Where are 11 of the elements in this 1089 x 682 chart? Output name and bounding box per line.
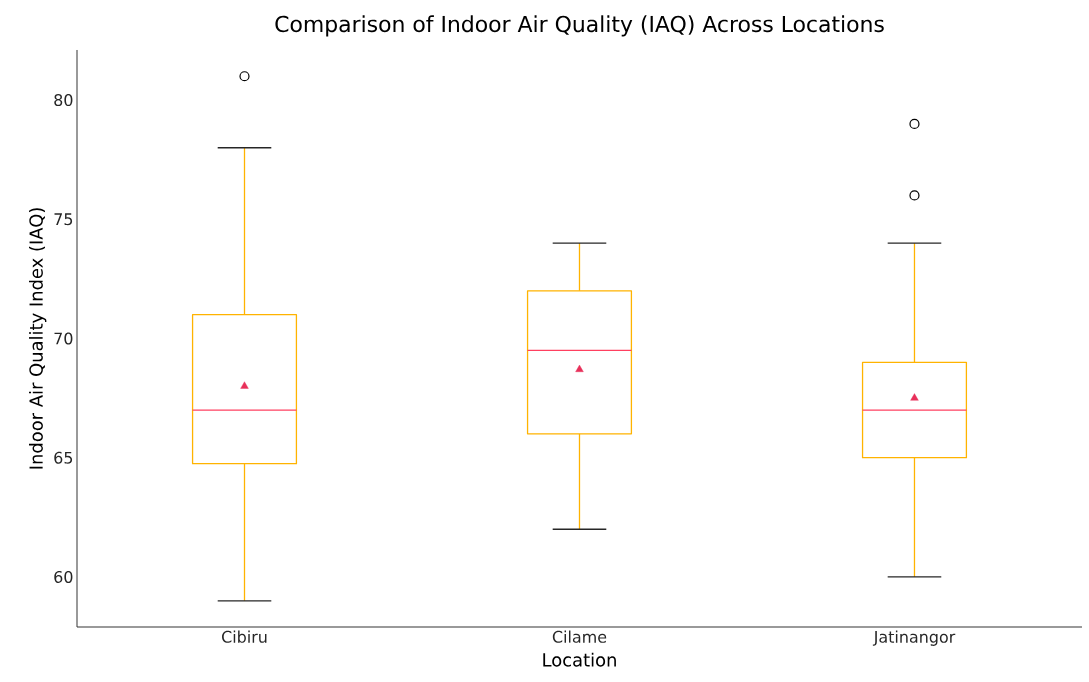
chart-title: Comparison of Indoor Air Quality (IAQ) Across Locations [275,15,884,37]
y-tick-label: 70 [54,332,73,345]
x-tick-label: Jatinangor [872,630,956,646]
y-axis-title: Indoor Air Quality Index (IAQ) [29,208,47,469]
x-tick-label: Cibiru [222,630,267,643]
x-tick-label: Cilame [552,630,607,643]
y-tick-label: 60 [54,570,73,583]
y-tick-label: 80 [54,94,73,107]
x-axis-title: Location [543,652,616,667]
y-tick-label: 65 [54,451,73,464]
y-tick-label: 75 [54,213,73,226]
